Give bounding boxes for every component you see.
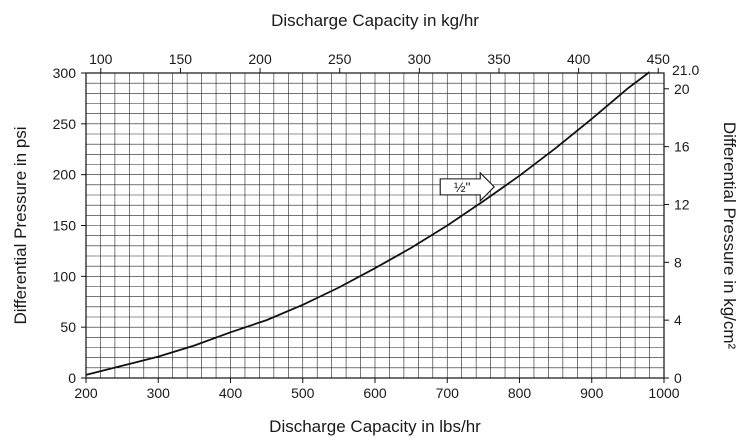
left-axis-tick-label: 0	[68, 370, 76, 386]
top-axis-tick-label: 200	[248, 51, 272, 67]
left-axis-tick-label: 150	[53, 218, 77, 234]
bottom-axis-tick-label: 900	[580, 385, 604, 401]
bottom-axis-tick-label: 300	[147, 385, 171, 401]
right-axis-title: Differential Pressure in kg/cm²	[720, 122, 739, 350]
top-axis-tick-label: 400	[567, 51, 591, 67]
right-axis-max-label: 21.0	[672, 62, 699, 78]
top-axis-title: Discharge Capacity in kg/hr	[271, 11, 479, 30]
left-axis-tick-label: 50	[60, 319, 76, 335]
top-axis-tick-label: 450	[647, 51, 671, 67]
bottom-axis-tick-label: 200	[74, 385, 98, 401]
right-axis-tick-label: 20	[674, 81, 690, 97]
bottom-axis-tick-label: 700	[436, 385, 460, 401]
top-axis-tick-label: 300	[408, 51, 432, 67]
right-axis-tick-label: 16	[674, 139, 690, 155]
series-line-half-inch	[85, 71, 651, 376]
left-axis-tick-label: 100	[53, 268, 77, 284]
top-axis-tick-label: 150	[169, 51, 193, 67]
bottom-axis-tick-label: 600	[363, 385, 387, 401]
annotation-label: ½"	[454, 179, 471, 195]
grid	[86, 73, 664, 378]
left-axis-title: Differential Pressure in psi	[11, 126, 30, 324]
right-axis-tick-label: 12	[674, 196, 690, 212]
top-axis-tick-label: 100	[89, 51, 113, 67]
top-axis-tick-label: 250	[328, 51, 352, 67]
right-axis-tick-label: 0	[674, 370, 682, 386]
left-axis-tick-label: 250	[53, 116, 77, 132]
top-axis-tick-label: 350	[487, 51, 511, 67]
left-axis-tick-label: 300	[53, 65, 77, 81]
bottom-axis-tick-label: 500	[291, 385, 315, 401]
bottom-axis-tick-label: 400	[219, 385, 243, 401]
left-axis-tick-label: 200	[53, 167, 77, 183]
series-annotation: ½"	[439, 171, 495, 203]
bottom-axis-tick-label: 1000	[648, 385, 679, 401]
right-axis-tick-label: 8	[674, 254, 682, 270]
bottom-axis-tick-label: 800	[508, 385, 532, 401]
arrow-icon	[439, 171, 495, 203]
right-axis-tick-label: 4	[674, 312, 682, 328]
bottom-axis-title: Discharge Capacity in lbs/hr	[269, 417, 481, 436]
